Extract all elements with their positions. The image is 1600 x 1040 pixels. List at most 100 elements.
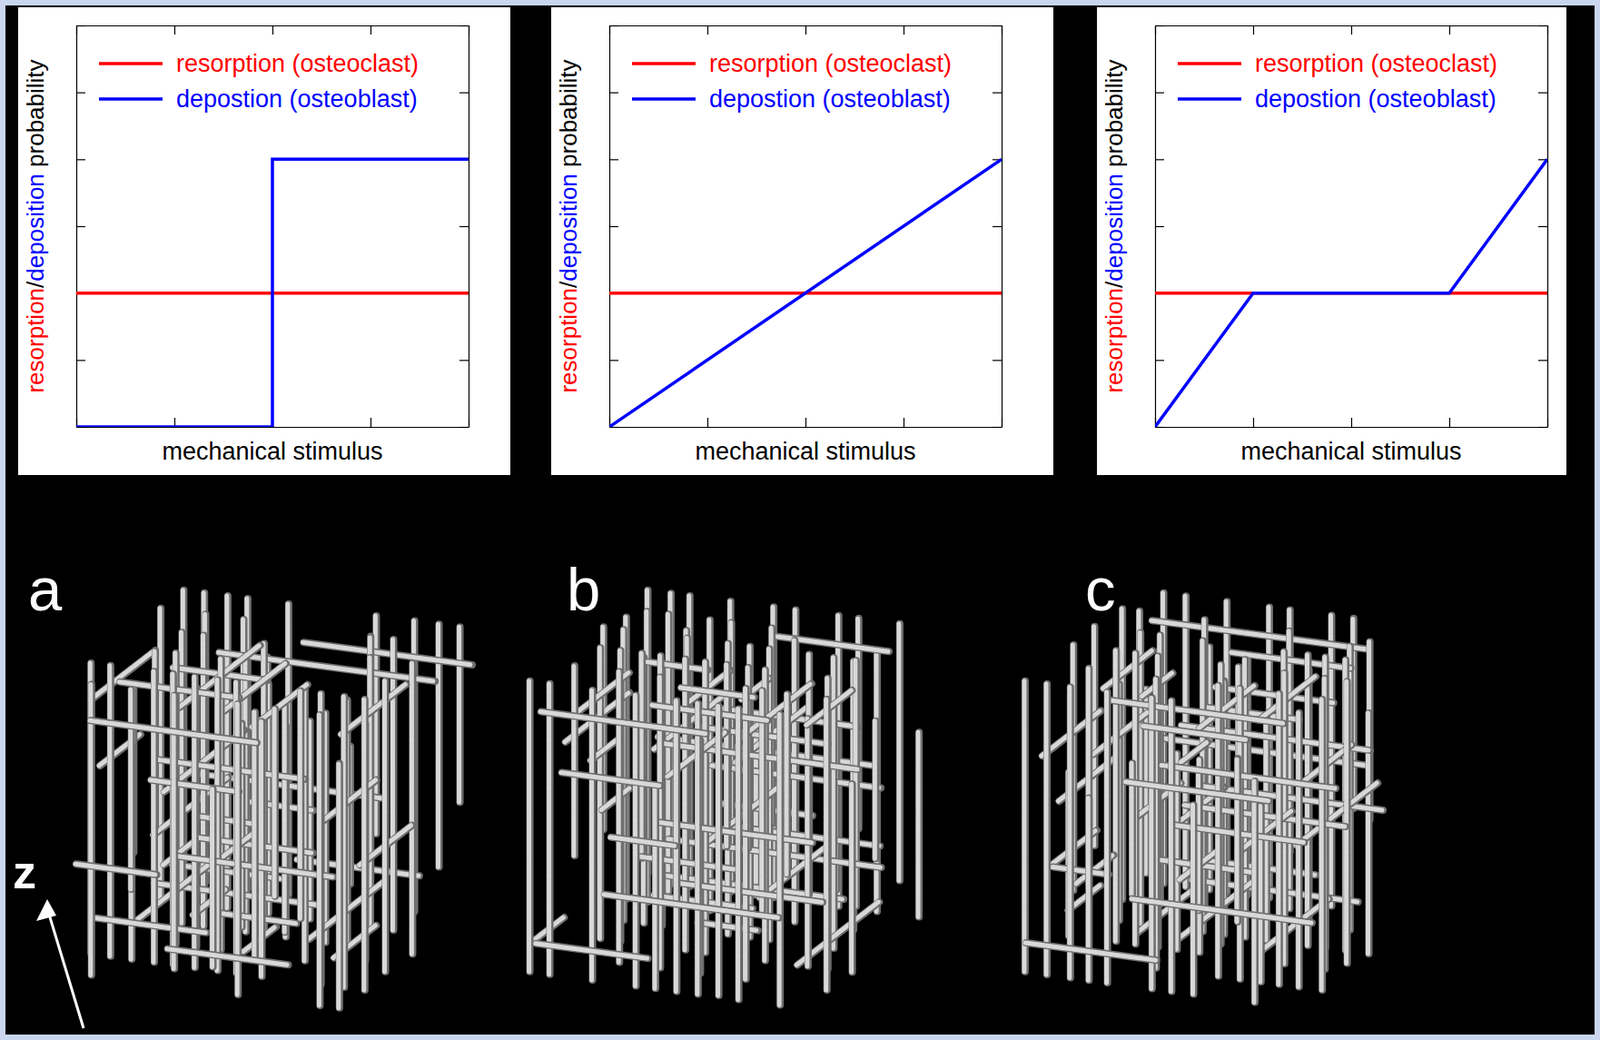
tick-mark (76, 359, 86, 361)
tick (459, 25, 469, 27)
trabecula (167, 948, 288, 966)
tick-mark (1253, 417, 1255, 427)
trabecula (1044, 683, 1049, 975)
trabecula-shadow (915, 731, 923, 917)
trabecula-shadow (1296, 782, 1378, 846)
trabecula-shadow (873, 652, 881, 912)
trabecula-shadow (88, 683, 96, 975)
legend: resorption (osteoclast)depostion (osteob… (98, 49, 419, 113)
trabecula-shadow (301, 687, 309, 961)
trabecula (1190, 804, 1196, 994)
y-axis-title-part: probability (21, 59, 50, 174)
trabecula (1258, 898, 1328, 953)
y-axis-title-part: resorption (554, 287, 583, 394)
trabecula-shadow (611, 837, 676, 846)
tick-mark (459, 25, 469, 27)
trabecula (1125, 781, 1268, 801)
trabecula-shadow (170, 695, 178, 969)
x-axis-title: mechanical stimulus (1240, 437, 1462, 465)
trabecula (302, 641, 472, 665)
trabecula-shadow (271, 708, 279, 896)
tick (1155, 359, 1165, 361)
trabecula-shadow (1026, 942, 1157, 960)
tick (1155, 426, 1165, 428)
trabecula-shadow (1148, 698, 1156, 989)
trabecula-shadow (896, 623, 904, 881)
tick (459, 226, 469, 228)
tick (1538, 426, 1548, 428)
tick-mark (707, 25, 709, 35)
background (0, 0, 1600, 1040)
trabecula-shadow (1162, 859, 1261, 873)
tick-mark (459, 426, 469, 428)
trabecula-shadow (773, 635, 889, 652)
trabecula (740, 683, 811, 738)
tick-mark (609, 92, 619, 94)
trabecula-shadow (1103, 650, 1153, 688)
trabecula-shadow (341, 684, 406, 735)
trabecula-shadow (209, 789, 218, 968)
tick (609, 92, 619, 94)
trabecula (282, 705, 287, 933)
chart-panel: resorption (osteoclast)depostion (osteob… (551, 7, 1054, 475)
series-line (76, 158, 469, 427)
bone-render (1024, 592, 1383, 1003)
trabecula (88, 683, 93, 975)
trabecula (1295, 782, 1377, 846)
tick (805, 25, 807, 35)
trabecula (90, 651, 154, 700)
trabecula (361, 699, 366, 990)
tick (1538, 359, 1548, 361)
tick (992, 226, 1002, 228)
tick-mark (609, 359, 619, 361)
trabecula-shadow (251, 711, 259, 959)
trabecula (651, 704, 768, 721)
y-axis-right (992, 26, 1003, 428)
trabecula (874, 652, 880, 912)
trabecula (540, 711, 706, 733)
trabecula-shadow (1125, 781, 1269, 801)
trabecula (896, 623, 901, 881)
trabecula (382, 681, 387, 972)
trabecula (209, 789, 215, 968)
tick-mark (609, 426, 619, 428)
plot-area (1155, 158, 1548, 427)
tick-mark (272, 25, 274, 35)
figure: resorption (osteoclast)depostion (osteob… (0, 0, 1600, 1040)
trabecula (759, 690, 764, 910)
trabecula (107, 665, 112, 957)
trabecula-shadow (281, 705, 289, 933)
x-axis-top (77, 25, 470, 35)
trabecula-shadow (651, 785, 660, 988)
axis-direction-arrow (47, 908, 84, 1028)
trabecula (1319, 699, 1324, 990)
tick-mark (76, 226, 86, 228)
y-axis-title-part: probability (554, 59, 583, 174)
trabecula-shadow (776, 714, 784, 1006)
trabecula-shadow (200, 635, 208, 927)
axis-line (1155, 426, 1549, 428)
y-axis-title-part: deposition (554, 173, 583, 282)
trabecula (1161, 859, 1260, 873)
trabecula-shadow (195, 815, 260, 824)
tick (1538, 92, 1548, 94)
trabecula (89, 720, 257, 742)
tick-mark (370, 25, 372, 35)
axis-line (610, 426, 1003, 428)
legend-swatch (632, 61, 696, 66)
legend-swatch (1177, 97, 1242, 101)
trabecula-shadow (783, 693, 791, 874)
plot-area (76, 158, 469, 427)
trabecula-shadow (157, 759, 306, 780)
tick-mark (1449, 25, 1451, 35)
panel-background (551, 7, 1054, 475)
tick (1253, 417, 1255, 427)
axis-line (77, 426, 470, 428)
trabecula (156, 759, 305, 780)
trabecula-shadow (604, 894, 780, 919)
trabecula-shadow (107, 665, 115, 957)
trabecula-shadow (408, 662, 416, 954)
y-axis (609, 26, 619, 428)
trabecula (95, 918, 206, 933)
trabecula (1131, 898, 1312, 923)
